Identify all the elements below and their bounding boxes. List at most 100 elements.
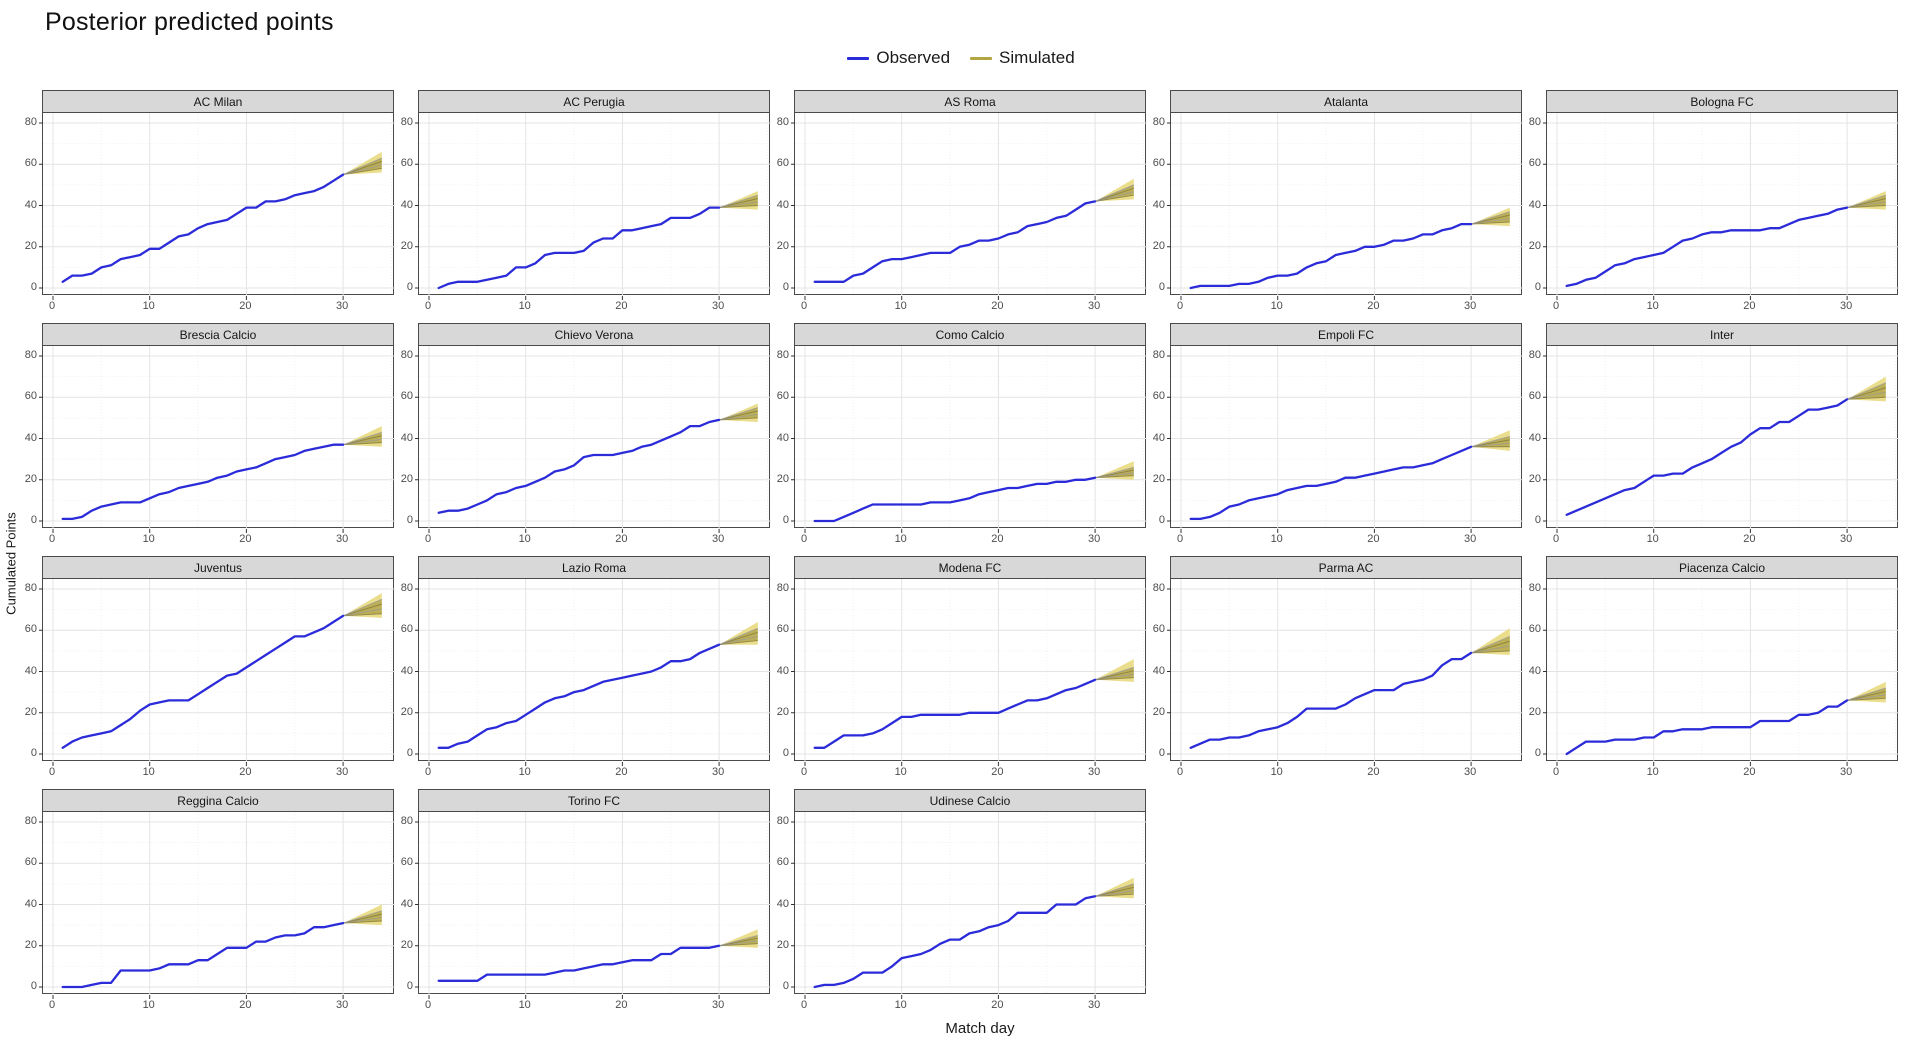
facet-plot [1167, 346, 1523, 533]
y-tick-label: 60 [400, 623, 413, 636]
x-tick-label: 20 [615, 300, 628, 312]
y-tick-label: 0 [406, 514, 413, 526]
simulated-trajectory-line [719, 640, 758, 646]
facet-empoli-fc: 0 20 40 60 80 Empoli FC 0 10 20 30 [1146, 323, 1523, 556]
y-tick-label: 20 [1152, 472, 1165, 485]
legend-item: Observed [847, 48, 950, 68]
y-tick-label: 80 [1152, 116, 1165, 128]
facet-title: Atalanta [1323, 94, 1369, 109]
y-tick-label: 0 [406, 281, 413, 293]
facet-panel [39, 811, 395, 999]
facet-strip: Udinese Calcio [794, 789, 1146, 811]
x-axis-labels: 0 10 20 30 [794, 528, 1146, 556]
x-axis-labels: 0 10 20 30 [794, 295, 1146, 323]
x-tick-label: 10 [142, 999, 155, 1011]
facet-title: Como Calcio [935, 327, 1005, 342]
y-tick-label: 40 [400, 198, 413, 211]
facet-panel [1167, 112, 1523, 300]
facet-strip: AS Roma [794, 90, 1146, 112]
y-tick-label: 40 [1152, 664, 1165, 677]
x-axis-labels: 0 10 20 30 [418, 761, 770, 789]
x-tick-label: 20 [239, 999, 252, 1011]
y-axis-labels: 0 20 40 60 80 [394, 90, 418, 323]
facet-strip: Parma AC [1170, 556, 1522, 578]
facet-panel [1543, 112, 1899, 300]
facet-udinese-calcio: 0 20 40 60 80 Udinese Calcio 0 10 20 30 [770, 789, 1147, 1022]
facet-title: Torino FC [567, 793, 620, 808]
y-tick-label: 60 [400, 157, 413, 170]
x-tick-label: 20 [615, 766, 628, 778]
simulated-trajectory-line [1094, 466, 1134, 479]
chart-title: Posterior predicted points [45, 8, 334, 36]
simulated-trajectory-line [342, 913, 382, 924]
facet-panel [39, 112, 395, 300]
y-tick-label: 0 [406, 980, 413, 992]
y-tick-label: 80 [400, 582, 413, 594]
facet-piacenza-calcio: 0 20 40 60 80 Piacenza Calcio 0 10 20 30 [1522, 556, 1899, 789]
x-tick-label: 0 [48, 533, 56, 545]
y-tick-label: 0 [1158, 747, 1165, 759]
simulated-trajectory-line [1095, 677, 1134, 681]
x-tick-label: 10 [1646, 533, 1659, 545]
simulated-trajectory-line [1471, 218, 1510, 225]
x-tick-label: 0 [424, 300, 432, 312]
legend-label: Simulated [999, 48, 1075, 67]
facet-plot [415, 579, 771, 766]
x-tick-label: 0 [1552, 766, 1560, 778]
facet-panel [39, 345, 395, 533]
x-tick-label: 20 [1743, 300, 1756, 312]
y-tick-label: 80 [1152, 582, 1165, 594]
simulated-trajectory-line [1847, 201, 1886, 209]
simulated-trajectory-line [1094, 670, 1134, 681]
y-tick-label: 80 [776, 815, 789, 827]
facet-panel [791, 345, 1147, 533]
facet-panel [415, 112, 771, 300]
simulated-trajectory-line [1095, 194, 1134, 202]
simulated-trajectory-line [719, 201, 758, 209]
simulated-trajectory-line [1095, 890, 1134, 897]
simulated-trajectory-line [1094, 666, 1134, 681]
x-tick-label: 30 [335, 533, 349, 545]
y-tick-label: 80 [24, 582, 37, 594]
simulated-trajectory-line [719, 205, 758, 209]
y-tick-label: 20 [1152, 705, 1165, 718]
y-tick-label: 60 [24, 157, 37, 170]
facet-plot [791, 346, 1147, 533]
x-tick-label: 10 [518, 533, 531, 545]
x-tick-label: 30 [1087, 533, 1101, 545]
x-tick-label: 20 [991, 766, 1004, 778]
y-tick-label: 80 [1528, 116, 1541, 128]
x-tick-label: 0 [800, 300, 808, 312]
x-tick-label: 20 [239, 300, 252, 312]
x-axis-title: Match day [945, 1020, 1015, 1037]
x-tick-label: 20 [1367, 300, 1380, 312]
facet-chievo-verona: 0 20 40 60 80 Chievo Verona 0 10 20 30 [394, 323, 771, 556]
facet-title: Lazio Roma [561, 560, 627, 575]
simulated-trajectory-line [342, 431, 382, 446]
simulated-trajectory-line [343, 920, 382, 924]
x-axis-labels: 0 10 20 30 [418, 528, 770, 556]
y-tick-label: 60 [1152, 390, 1165, 403]
x-tick-label: 20 [615, 533, 628, 545]
simulated-trajectory-line [1094, 191, 1134, 202]
y-axis-labels: 0 20 40 60 80 [394, 789, 418, 1022]
x-axis-labels: 0 10 20 30 [418, 295, 770, 323]
x-tick-label: 30 [335, 300, 349, 312]
y-tick-label: 0 [782, 747, 789, 759]
legend-item: Simulated [970, 48, 1075, 68]
y-tick-label: 40 [776, 198, 789, 211]
y-tick-label: 20 [24, 239, 37, 252]
y-tick-label: 80 [776, 116, 789, 128]
x-tick-label: 10 [894, 766, 907, 778]
facet-plot [39, 579, 395, 766]
observed-line [1565, 699, 1849, 756]
simulated-trajectory-line [1470, 211, 1510, 225]
observed-line [813, 895, 1097, 989]
facet-plot [1543, 113, 1899, 300]
y-tick-label: 80 [24, 349, 37, 361]
facet-panel [1543, 345, 1899, 533]
x-tick-label: 10 [142, 766, 155, 778]
y-tick-label: 80 [776, 349, 789, 361]
y-axis-labels: 0 20 40 60 80 [1522, 323, 1546, 556]
x-axis-labels: 0 10 20 30 [42, 295, 394, 323]
